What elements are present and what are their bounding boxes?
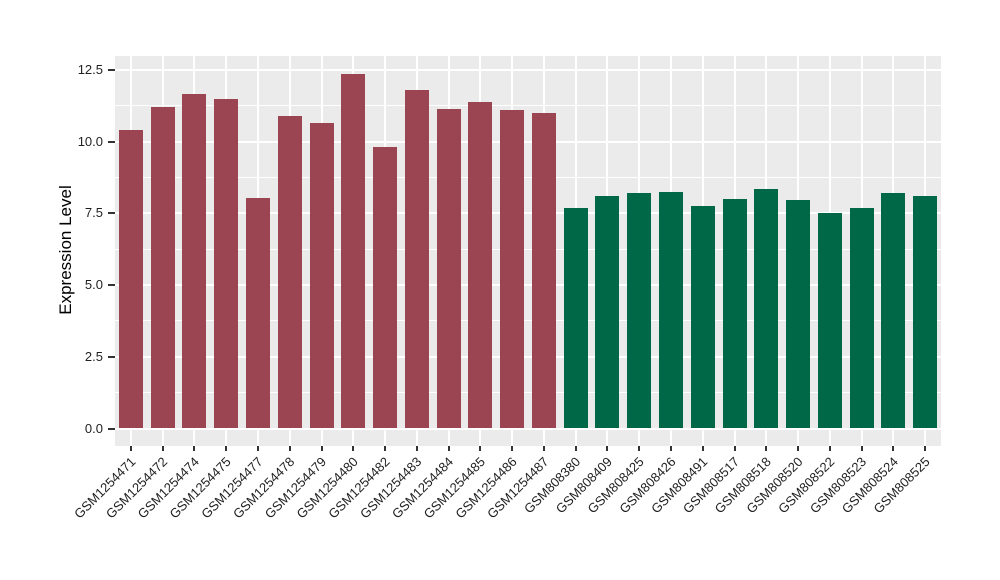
bar [531,113,556,429]
gridline-major-h [115,212,941,215]
bar [754,189,779,429]
x-tick-mark [288,446,291,451]
gridline-major-h [115,69,941,71]
bar [214,98,239,429]
bar [309,123,334,429]
bar [690,206,715,429]
x-tick-mark [924,446,927,451]
bar [722,199,747,429]
x-tick-mark [384,446,387,451]
x-tick-mark [161,446,164,451]
gridline-minor-h [115,248,941,250]
y-tick-label: 10.0 [77,133,103,149]
x-tick-mark [225,446,228,451]
bar [913,196,938,429]
bar [881,193,906,429]
bar [373,147,398,429]
x-tick-mark [860,446,863,451]
gridline-minor-h [115,177,941,179]
x-tick-mark [511,446,514,451]
bar [404,90,429,429]
x-tick-mark [828,446,831,451]
gridline-minor-h [115,320,941,322]
bar [595,196,620,429]
x-tick-mark [606,446,609,451]
bar [849,207,874,429]
bar [118,130,143,429]
x-tick-mark [479,446,482,451]
x-tick-mark [892,446,895,451]
x-tick-mark [638,446,641,451]
bar [468,101,493,429]
y-tick-mark [108,284,115,287]
y-tick-mark [108,212,115,215]
x-tick-mark [447,446,450,451]
bar [182,94,207,429]
gridline-major-h [115,284,941,287]
y-tick-label: 2.5 [84,348,103,364]
bar [245,197,270,429]
y-tick-mark [108,140,115,143]
x-tick-mark [797,446,800,451]
gridline-major-h [115,427,941,430]
bar [150,107,175,429]
x-tick-mark [193,446,196,451]
gridline-minor-h [115,105,941,107]
gridline-minor-h [115,392,941,394]
x-tick-mark [129,446,132,451]
y-tick-mark [108,69,115,71]
x-tick-mark [765,446,768,451]
x-tick-mark [256,446,259,451]
x-tick-mark [733,446,736,451]
bar [658,191,683,429]
y-tick-label: 5.0 [84,277,103,293]
bar [277,115,302,429]
gridline-major-h [115,140,941,143]
x-tick-mark [574,446,577,451]
x-tick-mark [415,446,418,451]
x-tick-mark [352,446,355,451]
gridline-major-h [115,355,941,358]
y-tick-mark [108,355,115,358]
bar [436,108,461,429]
x-tick-mark [542,446,545,451]
y-tick-label: 0.0 [84,420,103,436]
bar [500,110,525,429]
x-tick-mark [320,446,323,451]
bar [786,200,811,429]
x-tick-mark [669,446,672,451]
bar [341,74,366,429]
y-tick-label: 12.5 [77,62,103,77]
bar [563,207,588,429]
bar [817,213,842,429]
x-tick-mark [701,446,704,451]
y-tick-label: 7.5 [84,205,103,221]
bar [627,193,652,429]
y-tick-mark [108,427,115,430]
